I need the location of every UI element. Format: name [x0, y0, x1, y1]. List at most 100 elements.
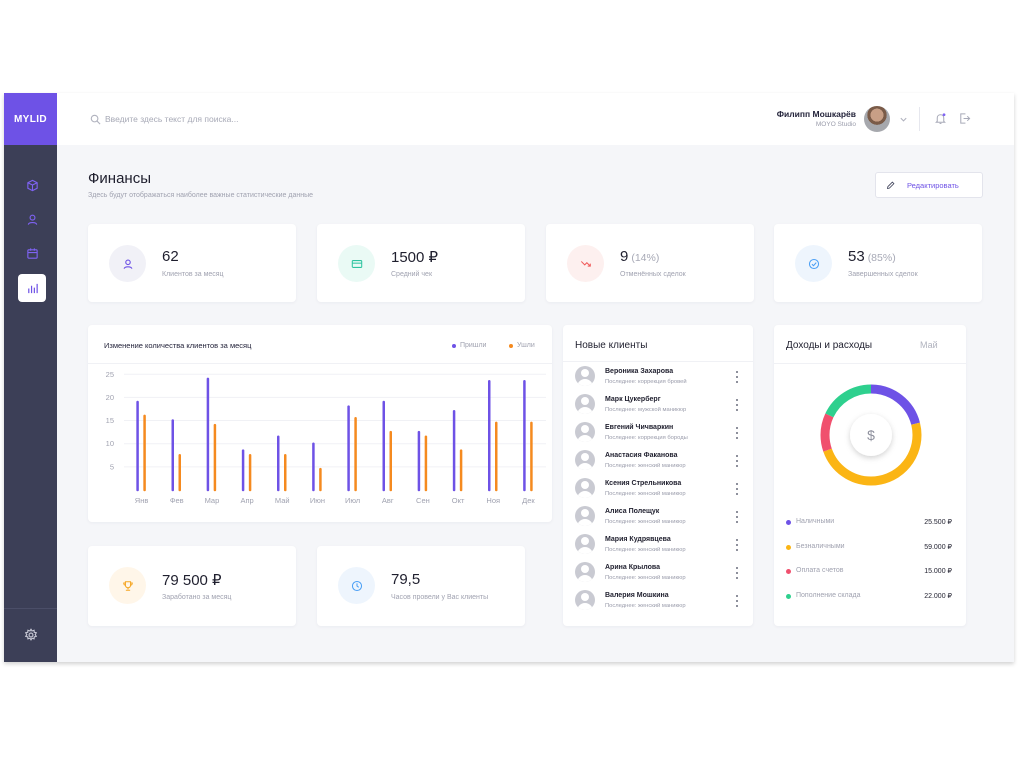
chart-title: Изменение количества клиентов за месяц — [104, 341, 252, 350]
client-name: Арина Крылова — [605, 564, 660, 571]
client-avatar — [575, 394, 595, 414]
chevron-down-icon[interactable] — [899, 115, 908, 124]
more-options-icon[interactable] — [733, 595, 741, 607]
income-dot — [786, 569, 791, 574]
new-clients-divider — [563, 361, 753, 362]
stat-label: Заработано за месяц — [162, 594, 232, 601]
income-month-select[interactable]: Май — [920, 340, 938, 350]
income-value: 59.000 ₽ — [924, 543, 952, 551]
user-icon — [109, 245, 146, 282]
more-options-icon[interactable] — [733, 455, 741, 467]
stat-label: Средний чек — [391, 271, 433, 278]
client-avatar — [575, 450, 595, 470]
more-options-icon[interactable] — [733, 483, 741, 495]
client-last-service: Последнее: коррекция бороды — [605, 435, 688, 441]
edit-button[interactable]: Редактировать — [875, 172, 983, 198]
legend-item-left[interactable]: Ушли — [509, 342, 535, 349]
dollar-icon: $ — [867, 427, 875, 443]
client-row[interactable]: Валерия Мошкина Последнее: женский маникю… — [575, 590, 745, 612]
client-avatar — [575, 506, 595, 526]
client-avatar — [575, 478, 595, 498]
more-options-icon[interactable] — [733, 427, 741, 439]
client-avatar — [575, 562, 595, 582]
check-icon — [795, 245, 832, 282]
bell-icon[interactable] — [934, 112, 947, 125]
x-tick-label: Янв — [135, 496, 149, 505]
y-tick-label: 15 — [106, 416, 114, 425]
stat-value: 79 500 ₽ — [162, 572, 222, 589]
x-tick-label: Июн — [310, 496, 325, 505]
stat-value: 53 (85%) — [848, 248, 896, 265]
search-input[interactable] — [105, 111, 405, 127]
trophy-icon — [109, 567, 146, 604]
client-row[interactable]: Мария Кудрявцева Последнее: женский маник… — [575, 534, 745, 556]
stat-label: Часов провели у Вас клиенты — [391, 594, 489, 601]
more-options-icon[interactable] — [733, 399, 741, 411]
income-title: Доходы и расходы — [786, 340, 873, 351]
more-options-icon[interactable] — [733, 567, 741, 579]
income-label: Оплата счетов — [796, 567, 844, 574]
gear-icon[interactable] — [22, 626, 40, 644]
client-row[interactable]: Марк Цукерберг Последнее: мужской маникюр — [575, 394, 745, 416]
client-row[interactable]: Ксения Стрельникова Последнее: женский ма… — [575, 478, 745, 500]
stat-label: Отменённых сделок — [620, 271, 686, 278]
more-options-icon[interactable] — [733, 539, 741, 551]
client-row[interactable]: Арина Крылова Последнее: женский маникюр — [575, 562, 745, 584]
page-subtitle: Здесь будут отображаться наиболее важные… — [88, 192, 313, 199]
logout-icon[interactable] — [958, 112, 971, 125]
clients-chart-card: Изменение количества клиентов за месяц П… — [88, 325, 552, 522]
legend-item-came[interactable]: Пришли — [452, 342, 486, 349]
x-tick-label: Дек — [522, 496, 535, 505]
stat-card-average-check: 1500 ₽ Средний чек — [317, 224, 525, 302]
y-tick-label: 20 — [106, 393, 114, 402]
income-value: 15.000 ₽ — [924, 568, 952, 575]
bar-chart: 5 10 15 20 25 Янв Фев Мар Апр Май Июн Июл Авг Сен Окт Н… — [106, 370, 546, 505]
stat-card-clients: 62 Клиентов за месяц — [88, 224, 296, 302]
client-name: Вероника Захарова — [605, 368, 674, 375]
client-last-service: Последнее: женский маникюр — [605, 491, 686, 497]
logo[interactable]: MYLID — [4, 93, 57, 145]
client-row[interactable]: Анастасия Факанова Последнее: женский ман… — [575, 450, 745, 472]
clock-icon — [338, 567, 375, 604]
y-tick-label: 5 — [110, 462, 114, 471]
x-tick-label: Сен — [416, 496, 430, 505]
nav-chart-icon[interactable] — [18, 274, 46, 302]
income-row: Наличными 25.500 ₽ — [786, 517, 952, 529]
pencil-icon — [886, 181, 895, 189]
stat-card-completed: 53 (85%) Завершенных сделок — [774, 224, 982, 302]
more-options-icon[interactable] — [733, 511, 741, 523]
donut-segment — [820, 384, 922, 486]
card-icon — [338, 245, 375, 282]
donut-segment — [820, 384, 922, 486]
income-row: Оплата счетов 15.000 ₽ — [786, 566, 952, 578]
client-avatar — [575, 422, 595, 442]
legend-dot — [509, 343, 513, 348]
x-tick-label: Ноя — [486, 496, 500, 505]
client-row[interactable]: Вероника Захарова Последнее: коррекция бр… — [575, 366, 745, 388]
sidebar-divider — [4, 608, 57, 609]
donut-segment — [820, 384, 922, 486]
nav-user-icon[interactable] — [18, 205, 46, 233]
topbar: Филипп Мошкарёв MOYO Studio — [57, 93, 1014, 145]
nav-cube-icon[interactable] — [18, 171, 46, 199]
app-window: MYLID Филипп Мошкарёв MOYO Studio Финанс… — [4, 93, 1014, 662]
client-row[interactable]: Алиса Полещук Последнее: женский маникюр — [575, 506, 745, 528]
stat-card-earned: 79 500 ₽ Заработано за месяц — [88, 546, 296, 626]
client-avatar — [575, 366, 595, 386]
income-row: Безналичными 59.000 ₽ — [786, 542, 952, 554]
stat-label: Клиентов за месяц — [162, 271, 224, 278]
income-row: Пополнение склада 22.000 ₽ — [786, 591, 952, 603]
y-tick-label: 25 — [106, 370, 114, 379]
trend-down-icon — [567, 245, 604, 282]
y-tick-label: 10 — [106, 439, 114, 448]
client-row[interactable]: Евгений Чичваркин Последнее: коррекция бо… — [575, 422, 745, 444]
stat-value: 9 (14%) — [620, 248, 660, 265]
nav-calendar-icon[interactable] — [18, 239, 46, 267]
legend-dot — [452, 343, 456, 348]
avatar[interactable] — [864, 106, 890, 132]
x-tick-label: Мар — [205, 496, 220, 505]
client-last-service: Последнее: женский маникюр — [605, 603, 686, 609]
more-options-icon[interactable] — [733, 371, 741, 383]
edit-button-label: Редактировать — [907, 180, 959, 190]
user-name: Филипп Мошкарёв — [776, 109, 856, 119]
